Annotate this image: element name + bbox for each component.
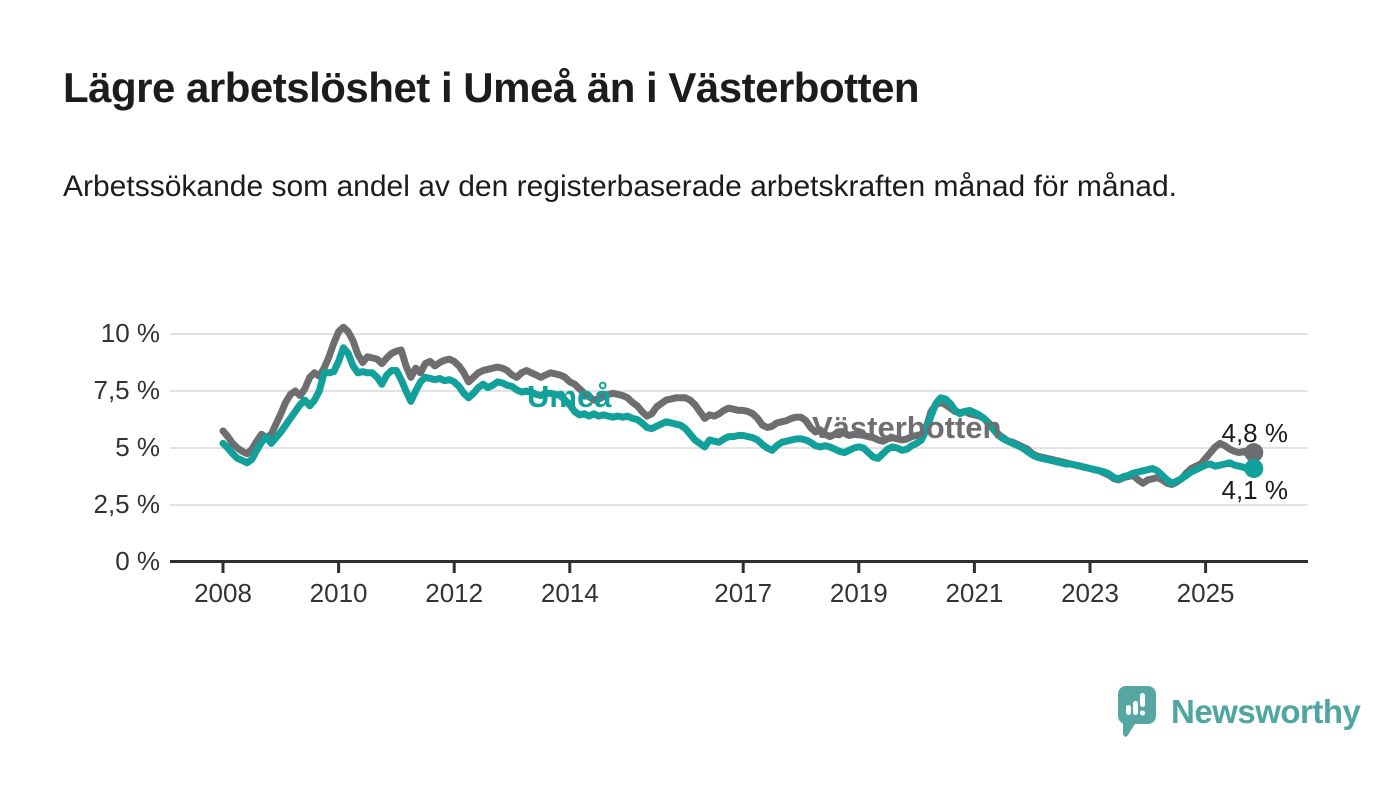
vasterbotten-end-value: 4,8 % [1221, 418, 1289, 448]
x-tick-label: 2014 [540, 578, 599, 608]
x-tick-label: 2012 [425, 578, 484, 608]
umea-series-label: Umeå [527, 379, 612, 414]
y-tick-label: 2,5 % [93, 489, 161, 519]
newsworthy-wordmark: Newsworthy [1171, 693, 1361, 730]
x-tick-label: 2021 [945, 578, 1004, 608]
page-title: Lägre arbetslöshet i Umeå än i Västerbot… [63, 64, 920, 111]
y-tick-label: 10 % [100, 318, 160, 348]
x-tick-label: 2017 [714, 578, 773, 608]
y-tick-label: 5 % [115, 432, 160, 462]
x-tick-label: 2019 [829, 578, 888, 608]
vasterbotten-series-label: Västerbotten [812, 410, 1002, 445]
chart-subtitle: Arbetssökande som andel av den registerb… [63, 170, 1177, 203]
umea-end-dot [1244, 459, 1264, 478]
x-tick-label: 2010 [309, 578, 368, 608]
x-tick-label: 2025 [1176, 578, 1235, 608]
vasterbotten-end-dot [1244, 443, 1264, 463]
x-tick-label: 2008 [194, 578, 252, 608]
x-tick-label: 2023 [1061, 578, 1119, 608]
y-tick-label: 7,5 % [93, 375, 161, 405]
newsworthy-logo: Newsworthy [1117, 685, 1361, 739]
umea-end-value: 4,1 % [1221, 475, 1289, 505]
umea-line [219, 344, 1258, 487]
vasterbotten-line [219, 323, 1258, 488]
newsworthy-bubble-icon [1117, 686, 1156, 737]
y-tick-label: 0 % [115, 546, 160, 576]
